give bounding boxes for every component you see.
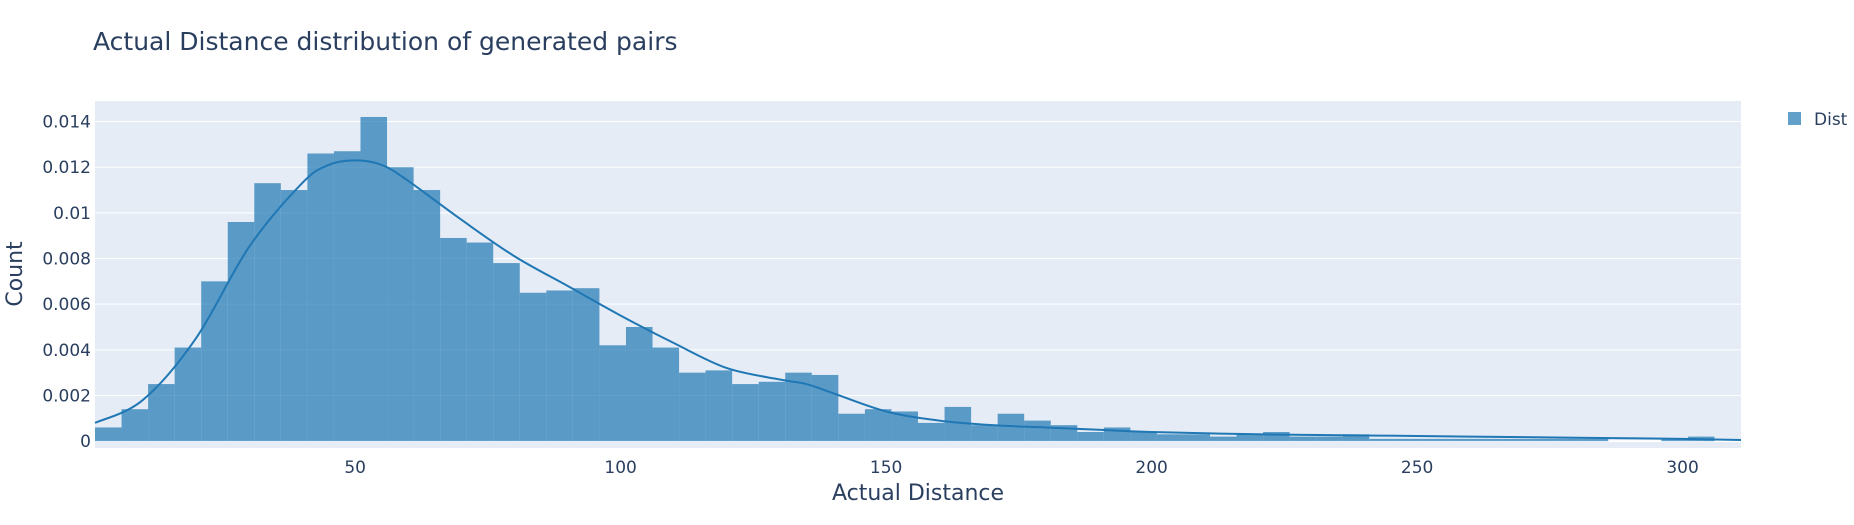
x-tick-label: 50 [344,458,366,478]
histogram-bar[interactable] [413,190,441,442]
x-tick-label: 250 [1401,458,1433,478]
legend-swatch-dist[interactable] [1788,112,1801,125]
histogram-bar[interactable] [333,151,361,442]
x-tick-label: 200 [1135,458,1167,478]
histogram-bar[interactable] [440,237,467,442]
histogram-bar[interactable] [1156,434,1184,442]
histogram-bar[interactable] [599,345,626,442]
y-axis-label: Count [3,241,28,307]
histogram-bar[interactable] [1422,438,1449,442]
histogram-bar[interactable] [1130,432,1157,442]
histogram-bar[interactable] [1077,432,1104,442]
y-tick-label: 0.014 [42,113,91,133]
histogram-bar[interactable] [1475,438,1503,442]
y-tick-label: 0.008 [42,250,91,270]
histogram-bar[interactable] [519,292,547,442]
histogram-bar[interactable] [1236,434,1264,442]
histogram-bar[interactable] [1024,420,1051,442]
histogram-bar[interactable] [387,167,414,442]
legend-label-dist[interactable]: Dist [1814,110,1848,130]
histogram-bar[interactable] [1316,436,1343,442]
x-tick-label: 300 [1666,458,1698,478]
histogram-bar[interactable] [493,263,520,442]
kde-curve [94,159,1742,442]
histogram-bar[interactable] [625,327,653,442]
chart-title: Actual Distance distribution of generate… [93,27,678,56]
histogram-bar[interactable] [174,347,202,442]
y-tick-label: 0 [80,432,91,452]
histogram-bar[interactable] [546,290,573,442]
x-axis-label: Actual Distance [832,481,1004,506]
x-tick-label: 150 [870,458,902,478]
y-tick-label: 0.002 [42,386,91,406]
histogram-bar[interactable] [201,281,228,442]
histogram-bar[interactable] [227,221,255,442]
histogram-bar[interactable] [1263,432,1290,442]
histogram-bar[interactable] [1210,436,1237,442]
histogram-bar[interactable] [811,374,839,442]
histogram-bar[interactable] [1289,436,1317,442]
histogram-bar[interactable] [864,409,892,442]
histogram-bar[interactable] [121,409,149,442]
legend[interactable]: Dist [1788,110,1848,130]
histogram-bar[interactable] [758,381,786,442]
x-tick-label: 100 [604,458,636,478]
histogram-bar[interactable] [95,427,122,442]
histogram-bar[interactable] [1369,438,1396,442]
y-tick-label: 0.012 [42,158,91,178]
histogram-bar[interactable] [918,422,945,442]
histogram-bar[interactable] [838,413,865,442]
histogram-bar[interactable] [1581,438,1609,442]
histogram-bar[interactable] [572,288,600,442]
x-axis-ticks: 50 100 150 200 250 300 [344,458,1698,478]
histogram-bar[interactable] [1183,434,1211,442]
histogram-bar[interactable] [732,384,759,442]
histogram-bar[interactable] [1342,434,1370,442]
histogram-bar[interactable] [679,372,706,442]
y-axis-ticks: 0 0.002 0.004 0.006 0.008 0.01 0.012 0.014 [42,113,91,453]
histogram-bar[interactable] [971,425,998,442]
histogram-bar[interactable] [1528,438,1556,442]
histogram-bar[interactable] [705,370,733,442]
y-tick-label: 0.01 [53,204,91,224]
histogram-bar[interactable] [148,384,175,442]
histogram-bar[interactable] [1661,438,1688,442]
histogram-bar[interactable] [254,183,281,442]
histogram-bar[interactable] [360,116,388,442]
histogram-bar[interactable] [1395,438,1423,442]
histogram-bar[interactable] [1555,438,1582,442]
histogram-bar[interactable] [1448,438,1476,442]
histogram-bar[interactable] [466,242,494,442]
histogram-bar[interactable] [652,347,680,442]
histogram-bar[interactable] [1502,438,1529,442]
y-tick-label: 0.004 [42,341,91,361]
histogram-bar[interactable] [307,153,334,442]
y-tick-label: 0.006 [42,295,91,315]
histogram-bar[interactable] [280,190,308,442]
